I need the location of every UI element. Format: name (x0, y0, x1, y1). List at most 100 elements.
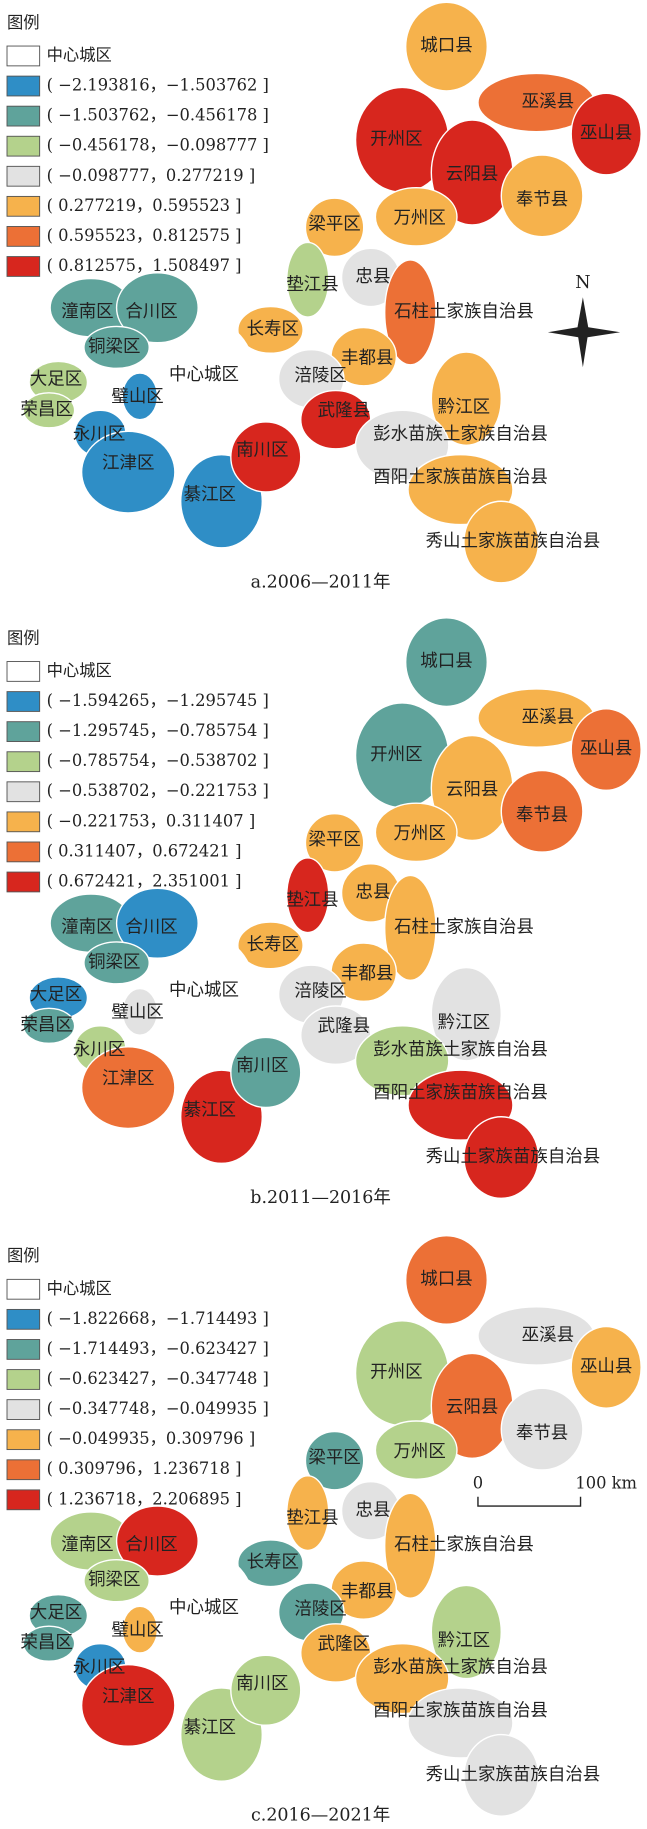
region-label: 万州区 (393, 209, 445, 229)
region-label: 合川区 (125, 1535, 177, 1555)
region-label: 忠县 (356, 1500, 391, 1520)
region (237, 1539, 304, 1588)
north-label: N (575, 273, 590, 293)
region-label: 黔江区 (438, 1631, 490, 1651)
legend-title: 图例 (7, 1246, 40, 1265)
region-label: 巫山县 (580, 739, 632, 759)
region-label: 开州区 (370, 745, 422, 765)
region (83, 325, 150, 370)
legend-swatch (6, 45, 41, 67)
region (404, 617, 488, 708)
legend-swatch (6, 781, 41, 803)
region (374, 1420, 458, 1480)
region-label: 丰都县 (341, 964, 393, 984)
region-label: 荣昌区 (20, 1015, 72, 1035)
region (230, 1036, 302, 1109)
region-label: 云阳县 (446, 164, 498, 184)
region (500, 769, 584, 853)
legend-swatch (6, 195, 41, 217)
region-label: 綦江区 (184, 1718, 236, 1738)
region-label: 忠县 (356, 882, 391, 902)
legend-label: ( −1.594265，−1.295745 ] (47, 691, 269, 710)
region-label: 江津区 (102, 1069, 154, 1089)
region-label: 涪陵区 (294, 1599, 346, 1619)
region-label: 合川区 (125, 302, 177, 322)
region-label: 长寿区 (247, 935, 299, 955)
legend-label: ( −0.785754，−0.538702 ] (47, 751, 269, 770)
region-label: 梁平区 (308, 214, 360, 234)
region (304, 812, 365, 873)
region-label: 涪陵区 (294, 982, 346, 1002)
scale-label: 0 (473, 1473, 483, 1492)
region-label: 云阳县 (446, 1398, 498, 1418)
region-label: 中心城区 (169, 980, 239, 1000)
legend-swatch (6, 1339, 41, 1360)
region-label: 南川区 (236, 1056, 288, 1076)
legend-label: ( 0.311407，0.672421 ] (47, 841, 242, 860)
region-label: 江津区 (102, 1687, 154, 1707)
region-label: 巫山县 (580, 1357, 632, 1377)
region-label: 铜梁区 (88, 337, 140, 357)
legend-label: ( −0.456178，−0.098777 ] (47, 136, 269, 155)
region-label: 城口县 (420, 652, 472, 672)
legend-label: 中心城区 (47, 661, 112, 680)
legend-label: ( 0.812575，1.508497 ] (47, 256, 242, 275)
legend-swatch (6, 226, 41, 247)
legend-swatch (6, 751, 41, 773)
region-label: 璧山区 (111, 1620, 163, 1640)
legend-swatch (6, 721, 41, 742)
region-label: 江津区 (102, 453, 154, 473)
region-label: 奉节县 (516, 805, 568, 825)
legend-swatch (6, 256, 41, 277)
region (115, 272, 199, 344)
region-label: 巫溪县 (522, 1325, 574, 1345)
region-label: 丰都县 (341, 1582, 393, 1602)
region-label: 开州区 (370, 1363, 422, 1383)
region-label: 合川区 (125, 917, 177, 937)
region-label: 永川区 (73, 424, 125, 444)
region (115, 1505, 199, 1577)
region (22, 1007, 76, 1045)
legend-swatch (6, 841, 41, 863)
region (121, 1605, 159, 1654)
legend-swatch (6, 75, 41, 97)
region-label: 巫溪县 (522, 708, 574, 728)
region (286, 857, 330, 934)
region (430, 1584, 502, 1680)
region (22, 1625, 76, 1662)
region-label: 云阳县 (446, 780, 498, 800)
region-label: 开州区 (370, 129, 422, 149)
region-label: 南川区 (236, 441, 288, 461)
caption: b.2011—2016年 (250, 1188, 391, 1208)
region-label: 忠县 (356, 267, 391, 287)
region (121, 372, 159, 421)
region-label: 城口县 (420, 36, 472, 56)
region (463, 1733, 540, 1817)
legend-title: 图例 (7, 13, 40, 32)
region-label: 永川区 (73, 1040, 125, 1060)
region-label: 石柱土家族自治县 (394, 1535, 534, 1555)
region-label: 垫江县 (286, 891, 338, 911)
region-label: 铜梁区 (88, 1570, 140, 1590)
legend-swatch (6, 165, 41, 187)
region (237, 305, 304, 354)
legend-title: 图例 (7, 628, 40, 647)
legend-label: ( 0.277219，0.595523 ] (47, 196, 242, 215)
region-label: 中心城区 (169, 1598, 239, 1618)
region (570, 1325, 642, 1409)
legend-label: ( −0.221753，0.311407 ] (47, 811, 256, 830)
region-label: 万州区 (393, 1442, 445, 1462)
legend-label: ( −1.503762，−0.456178 ] (47, 106, 269, 125)
region (160, 1553, 255, 1660)
region (500, 1387, 584, 1471)
region-label: 石柱土家族自治县 (394, 917, 534, 937)
region-label: 垫江县 (286, 275, 338, 295)
region-label: 潼南区 (61, 1535, 113, 1555)
caption: c.2016—2021年 (251, 1806, 390, 1826)
region-label: 荣昌区 (20, 400, 72, 420)
region-label: 巫溪县 (522, 92, 574, 112)
legend-swatch (6, 661, 41, 682)
legend-label: ( −1.714493，−0.623427 ] (47, 1339, 269, 1358)
legend-swatch (6, 1308, 41, 1330)
